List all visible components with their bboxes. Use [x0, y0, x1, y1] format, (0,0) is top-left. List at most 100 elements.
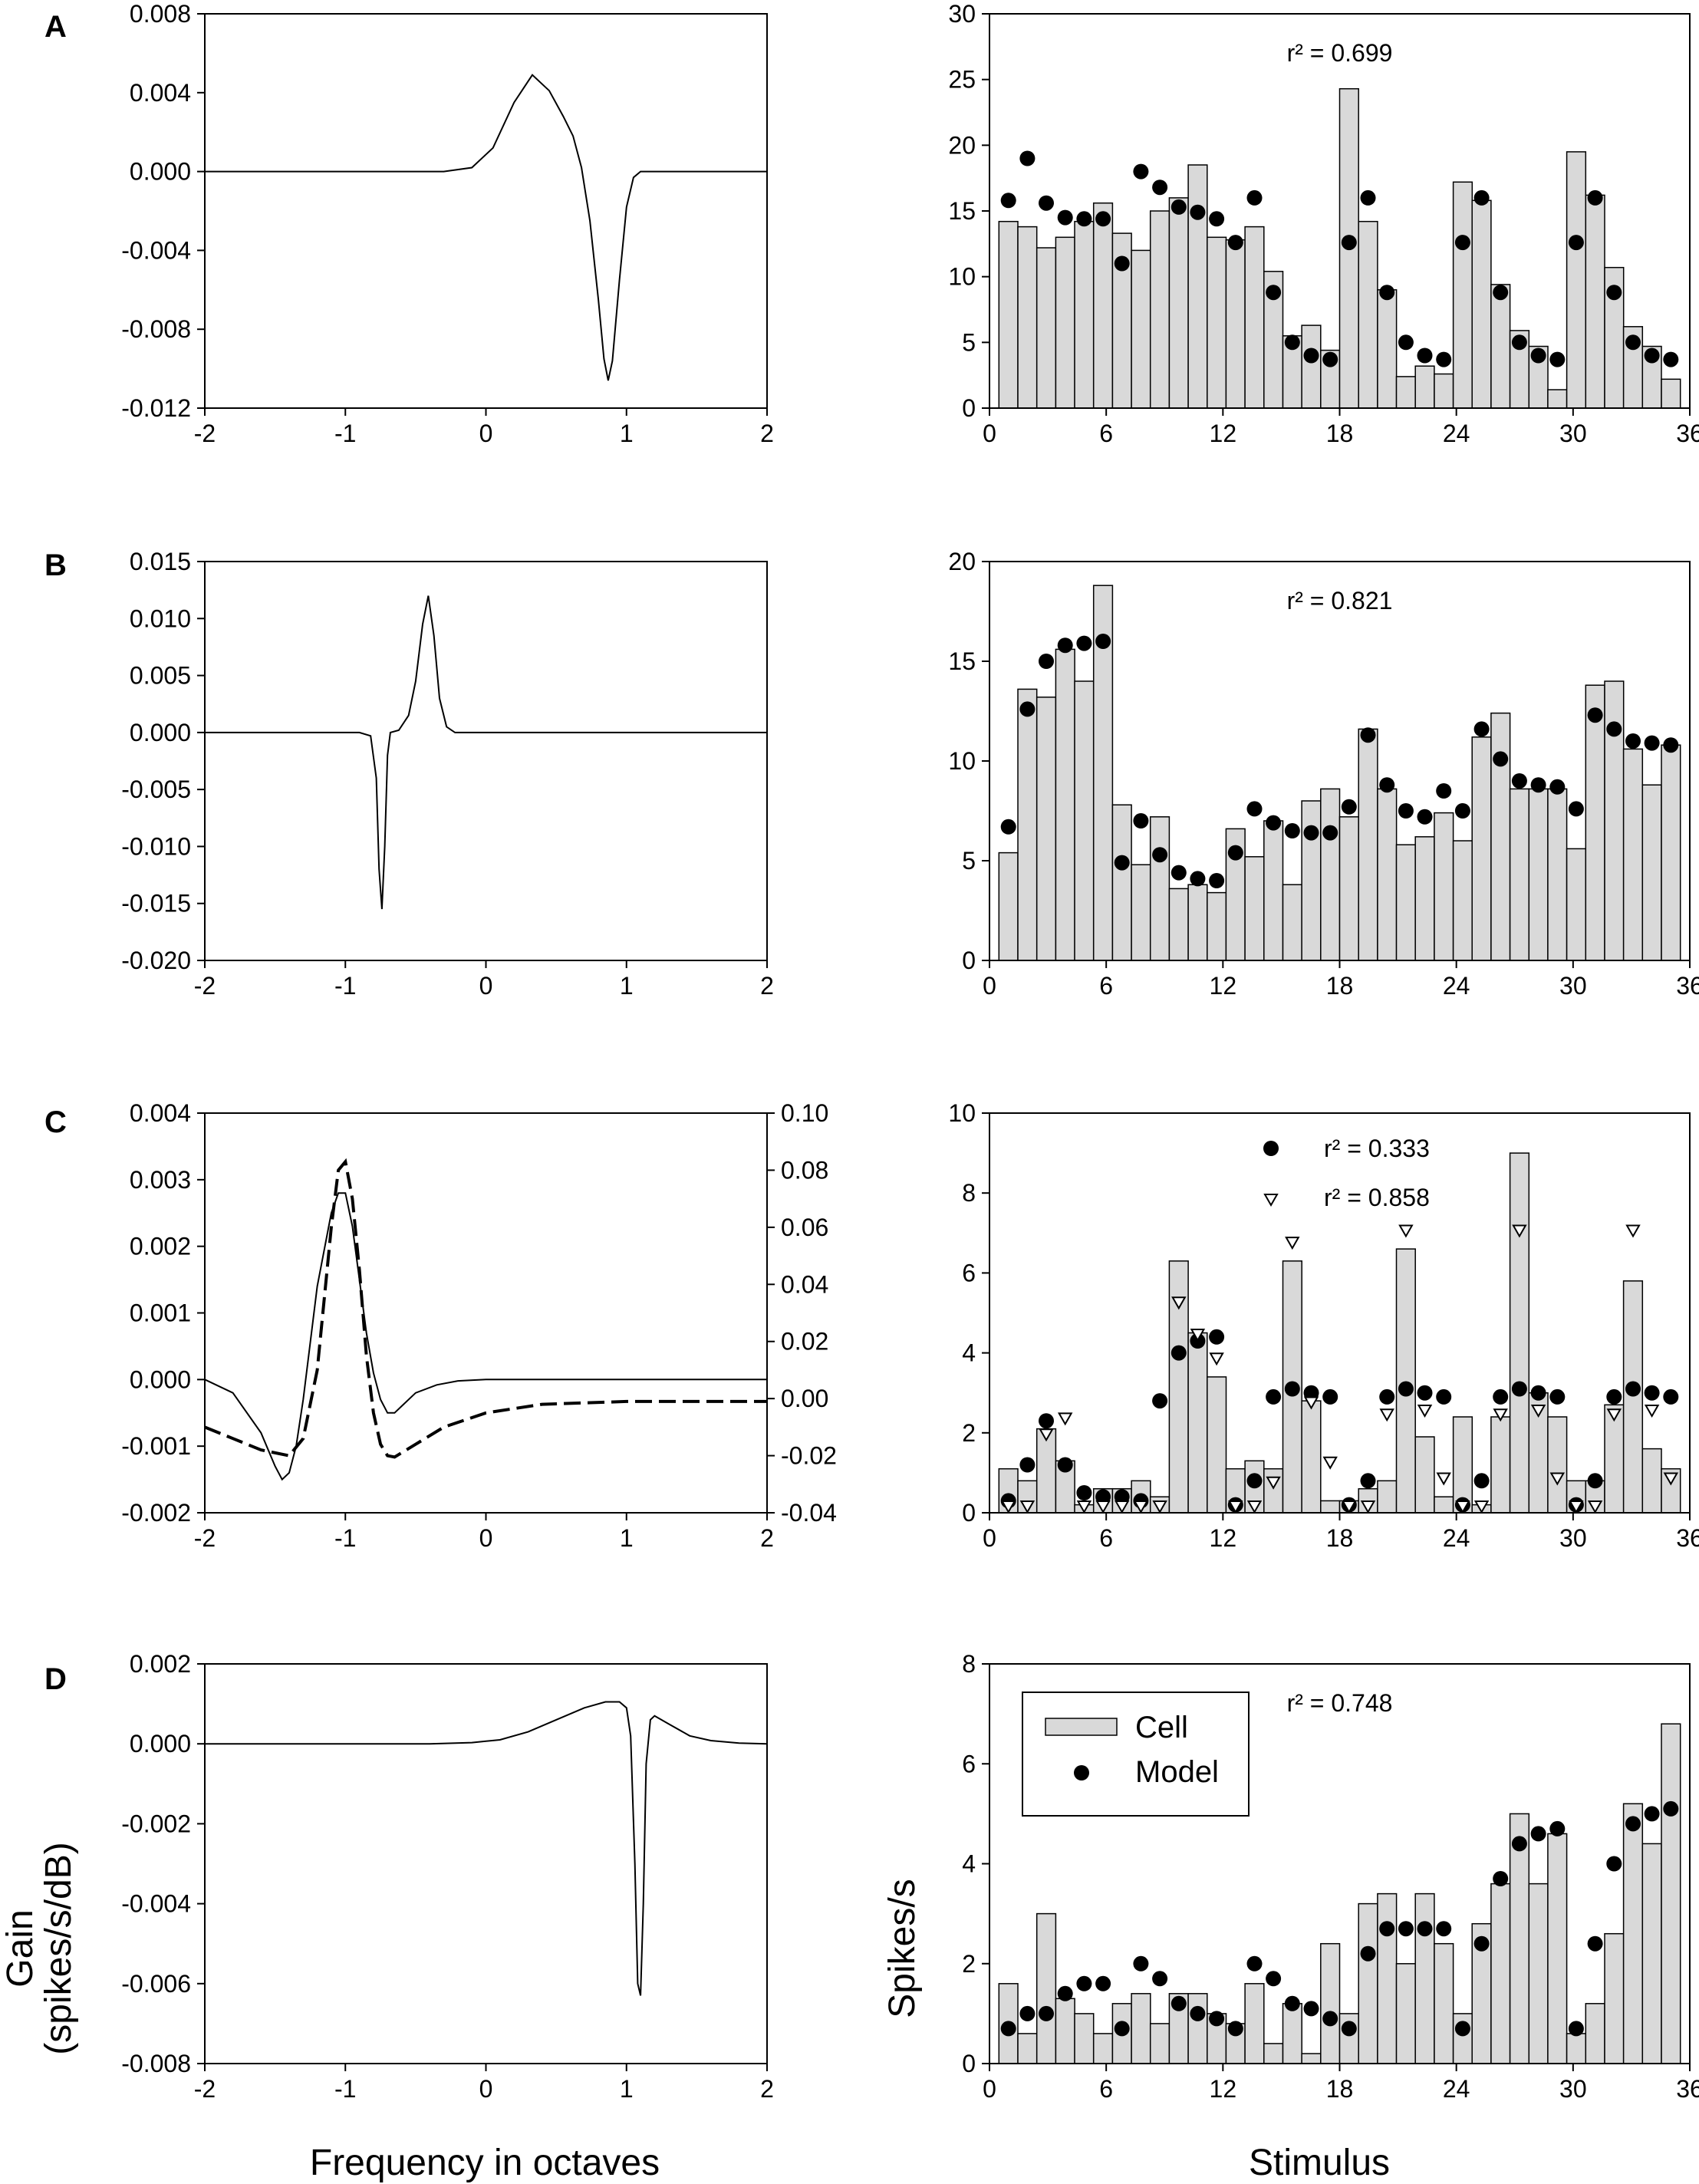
- panel-c-right-model2-point: [1436, 1472, 1451, 1486]
- panel-c-right-cell-bar: [1395, 1248, 1416, 1514]
- panel-d-right-model-point: [1284, 1995, 1300, 2011]
- panel-b-right-xtick-label: 18: [1326, 972, 1354, 1000]
- panel-c-left-xtick-label: 1: [620, 1524, 634, 1552]
- panel-c-left-ytick-label: 0.002: [130, 1233, 191, 1260]
- panel-a-right-cell-bar: [1395, 376, 1416, 409]
- panel-b-right-ytick-label: 0: [962, 947, 976, 974]
- panel-a-right-model-point: [1398, 334, 1414, 351]
- panel-d-left: -2 -1 0 1 2 -0.008 -0.006 -0.004 -0.002 0.000 0.00…: [121, 1650, 774, 2103]
- panel-c-right-xtick-label: 18: [1326, 1524, 1354, 1552]
- panel-a-right-model-point: [1379, 285, 1395, 301]
- panel-c-right-model-point: [1606, 1388, 1622, 1405]
- panel-a-left-ytick-label: 0.008: [130, 0, 191, 28]
- panel-d-right-cell-bar: [1661, 1723, 1681, 2064]
- panel-a-right-model-point: [1019, 150, 1036, 166]
- panel-c-right-ytick-label: 2: [962, 1419, 976, 1447]
- panel-c-right-model-point: [1266, 1388, 1282, 1405]
- panel-c-right-model-point: [1625, 1381, 1641, 1397]
- panel-b-right-model-point: [1246, 801, 1263, 817]
- panel-a-left-ytick-label: 0.004: [130, 79, 191, 107]
- panel-c-left-ytick-label: 0.000: [130, 1365, 191, 1393]
- panel-c-left: -2 -1 0 1 2 -0.002 -0.001 0.000 0.001 0.002 0.003 0…: [121, 1099, 837, 1552]
- panel-c-right-model2-point: [1417, 1405, 1433, 1418]
- panel-c-right-model2-point: [1039, 1428, 1054, 1442]
- panel-a-right-model-point: [1606, 285, 1622, 301]
- panel-letter-d: D: [44, 1662, 67, 1696]
- panel-c-right-r2-circle-label: r² = 0.333: [1324, 1135, 1430, 1162]
- panel-d-right-model-point: [1152, 1971, 1168, 1987]
- y-axis-title-left-line1: Gain: [0, 1909, 41, 1987]
- panel-b-left-ytick-label: -0.010: [121, 832, 191, 860]
- panel-c-right-r2-circle-marker: [1263, 1141, 1279, 1156]
- panel-b-right-cell-bar: [1414, 836, 1435, 961]
- panel-b-right-model-point: [1625, 733, 1641, 749]
- panel-b-right-model-point: [1019, 701, 1036, 717]
- panel-d-right-cell-bar: [1055, 1998, 1075, 2064]
- panel-a-right-cell-bar: [1452, 181, 1473, 409]
- panel-c-right-ytick-label: 0: [962, 1499, 976, 1527]
- panel-c-left-xtick-label: -2: [194, 1524, 216, 1552]
- panel-a-right-model-point: [1587, 189, 1603, 206]
- panel-b-left-ytick-label: 0.015: [130, 548, 191, 575]
- panel-c-right-model2-point: [1266, 1476, 1281, 1490]
- panel-d-right-model-point: [1322, 2011, 1338, 2027]
- panel-a-right-model-point: [1171, 199, 1187, 215]
- panel-a-left-xtick-label: 1: [620, 420, 634, 447]
- panel-c-left-solid-line: [204, 1192, 767, 1481]
- panel-b-right-cell-bar: [1434, 812, 1454, 961]
- panel-letter-b: B: [44, 548, 67, 582]
- panel-d-right-model-point: [1663, 1800, 1679, 1817]
- panel-b-right: 0 6 12 18 24 30 36 0 5 10 15 20 r² = 0.821: [948, 548, 1699, 1000]
- panel-a-right-cell-bar: [1471, 199, 1492, 409]
- panel-a-right-model-point: [1057, 209, 1073, 226]
- panel-d-left-ytick-label: 0.000: [130, 1730, 191, 1757]
- panel-c-right-model2-point: [1076, 1500, 1092, 1514]
- panel-b-right-cell-bar: [1641, 784, 1662, 961]
- panel-a-right-r2-label: r² = 0.699: [1287, 39, 1393, 67]
- panel-b-right-cell-bar: [1452, 840, 1473, 961]
- panel-c-right-cell-bar: [1452, 1416, 1473, 1514]
- panel-d-right-cell-bar: [1490, 1883, 1511, 2064]
- x-axis-title-right: Stimulus: [1249, 2143, 1390, 2183]
- panel-d-right-model-point: [1019, 2005, 1036, 2021]
- panel-b-left-ytick-label: 0.005: [130, 662, 191, 690]
- panel-c-right-cell-bar: [1604, 1404, 1625, 1514]
- panel-b-right-ytick-label: 5: [962, 847, 976, 875]
- panel-d-right-model-point: [1190, 2005, 1206, 2021]
- panel-a-left-xtick-label: -2: [194, 420, 216, 447]
- panel-c-right-ytick-label: 6: [962, 1259, 976, 1286]
- panel-c-right-model-point: [1398, 1381, 1414, 1397]
- panel-a-right-model-point: [1473, 189, 1490, 206]
- panel-c-left-xtick-label: -1: [334, 1524, 356, 1552]
- panel-a-right-model-point: [1000, 193, 1016, 209]
- panel-c-right-r2-triangle-marker: [1263, 1194, 1279, 1207]
- panel-c-right-model2-point: [1512, 1224, 1527, 1238]
- panel-d-right-model-point: [1511, 1836, 1527, 1852]
- panel-a-left-ytick-label: -0.008: [121, 315, 191, 343]
- panel-d-right-model-point: [1057, 1985, 1073, 2001]
- panel-c-right-cell-bar: [1509, 1152, 1530, 1514]
- panel-c-right-model-point: [1039, 1413, 1054, 1429]
- panel-c-right-model2-point: [1303, 1396, 1319, 1410]
- panel-c-left-ytick-right-label: 0.06: [781, 1214, 828, 1241]
- panel-c-right-model2-point: [1360, 1500, 1376, 1514]
- panel-b-right-xtick-label: 36: [1676, 972, 1699, 1000]
- panel-d-left-ytick-label: -0.004: [121, 1890, 191, 1918]
- panel-a-right-model-point: [1530, 348, 1546, 364]
- panel-a-right-ytick-label: 20: [948, 131, 976, 159]
- panel-d-right-ytick-label: 8: [962, 1650, 976, 1678]
- panel-a-right-xtick-label: 6: [1099, 420, 1113, 447]
- panel-c-left-ytick-label: 0.004: [130, 1099, 191, 1127]
- panel-a-right-model-point: [1039, 195, 1054, 211]
- panel-c-left-ytick-right-label: 0.04: [781, 1270, 828, 1298]
- panel-a-left-frame: [204, 13, 768, 409]
- panel-b-right-xtick-label: 0: [983, 972, 996, 1000]
- panel-a-right-cell-bar: [1414, 365, 1435, 409]
- panel-a-left: -2 -1 0 1 2 -0.012 -0.008 -0.004 0.000 0.004 0.008: [121, 0, 774, 447]
- panel-d-right-model-point: [1266, 1971, 1282, 1987]
- panel-a-right-cell-bar: [1377, 289, 1398, 409]
- panel-d-right-ytick-label: 6: [962, 1750, 976, 1777]
- panel-b-right-model-point: [1227, 845, 1243, 861]
- panel-c-right-xtick-label: 24: [1443, 1524, 1470, 1552]
- panel-a-right-cell-bar: [1358, 220, 1378, 409]
